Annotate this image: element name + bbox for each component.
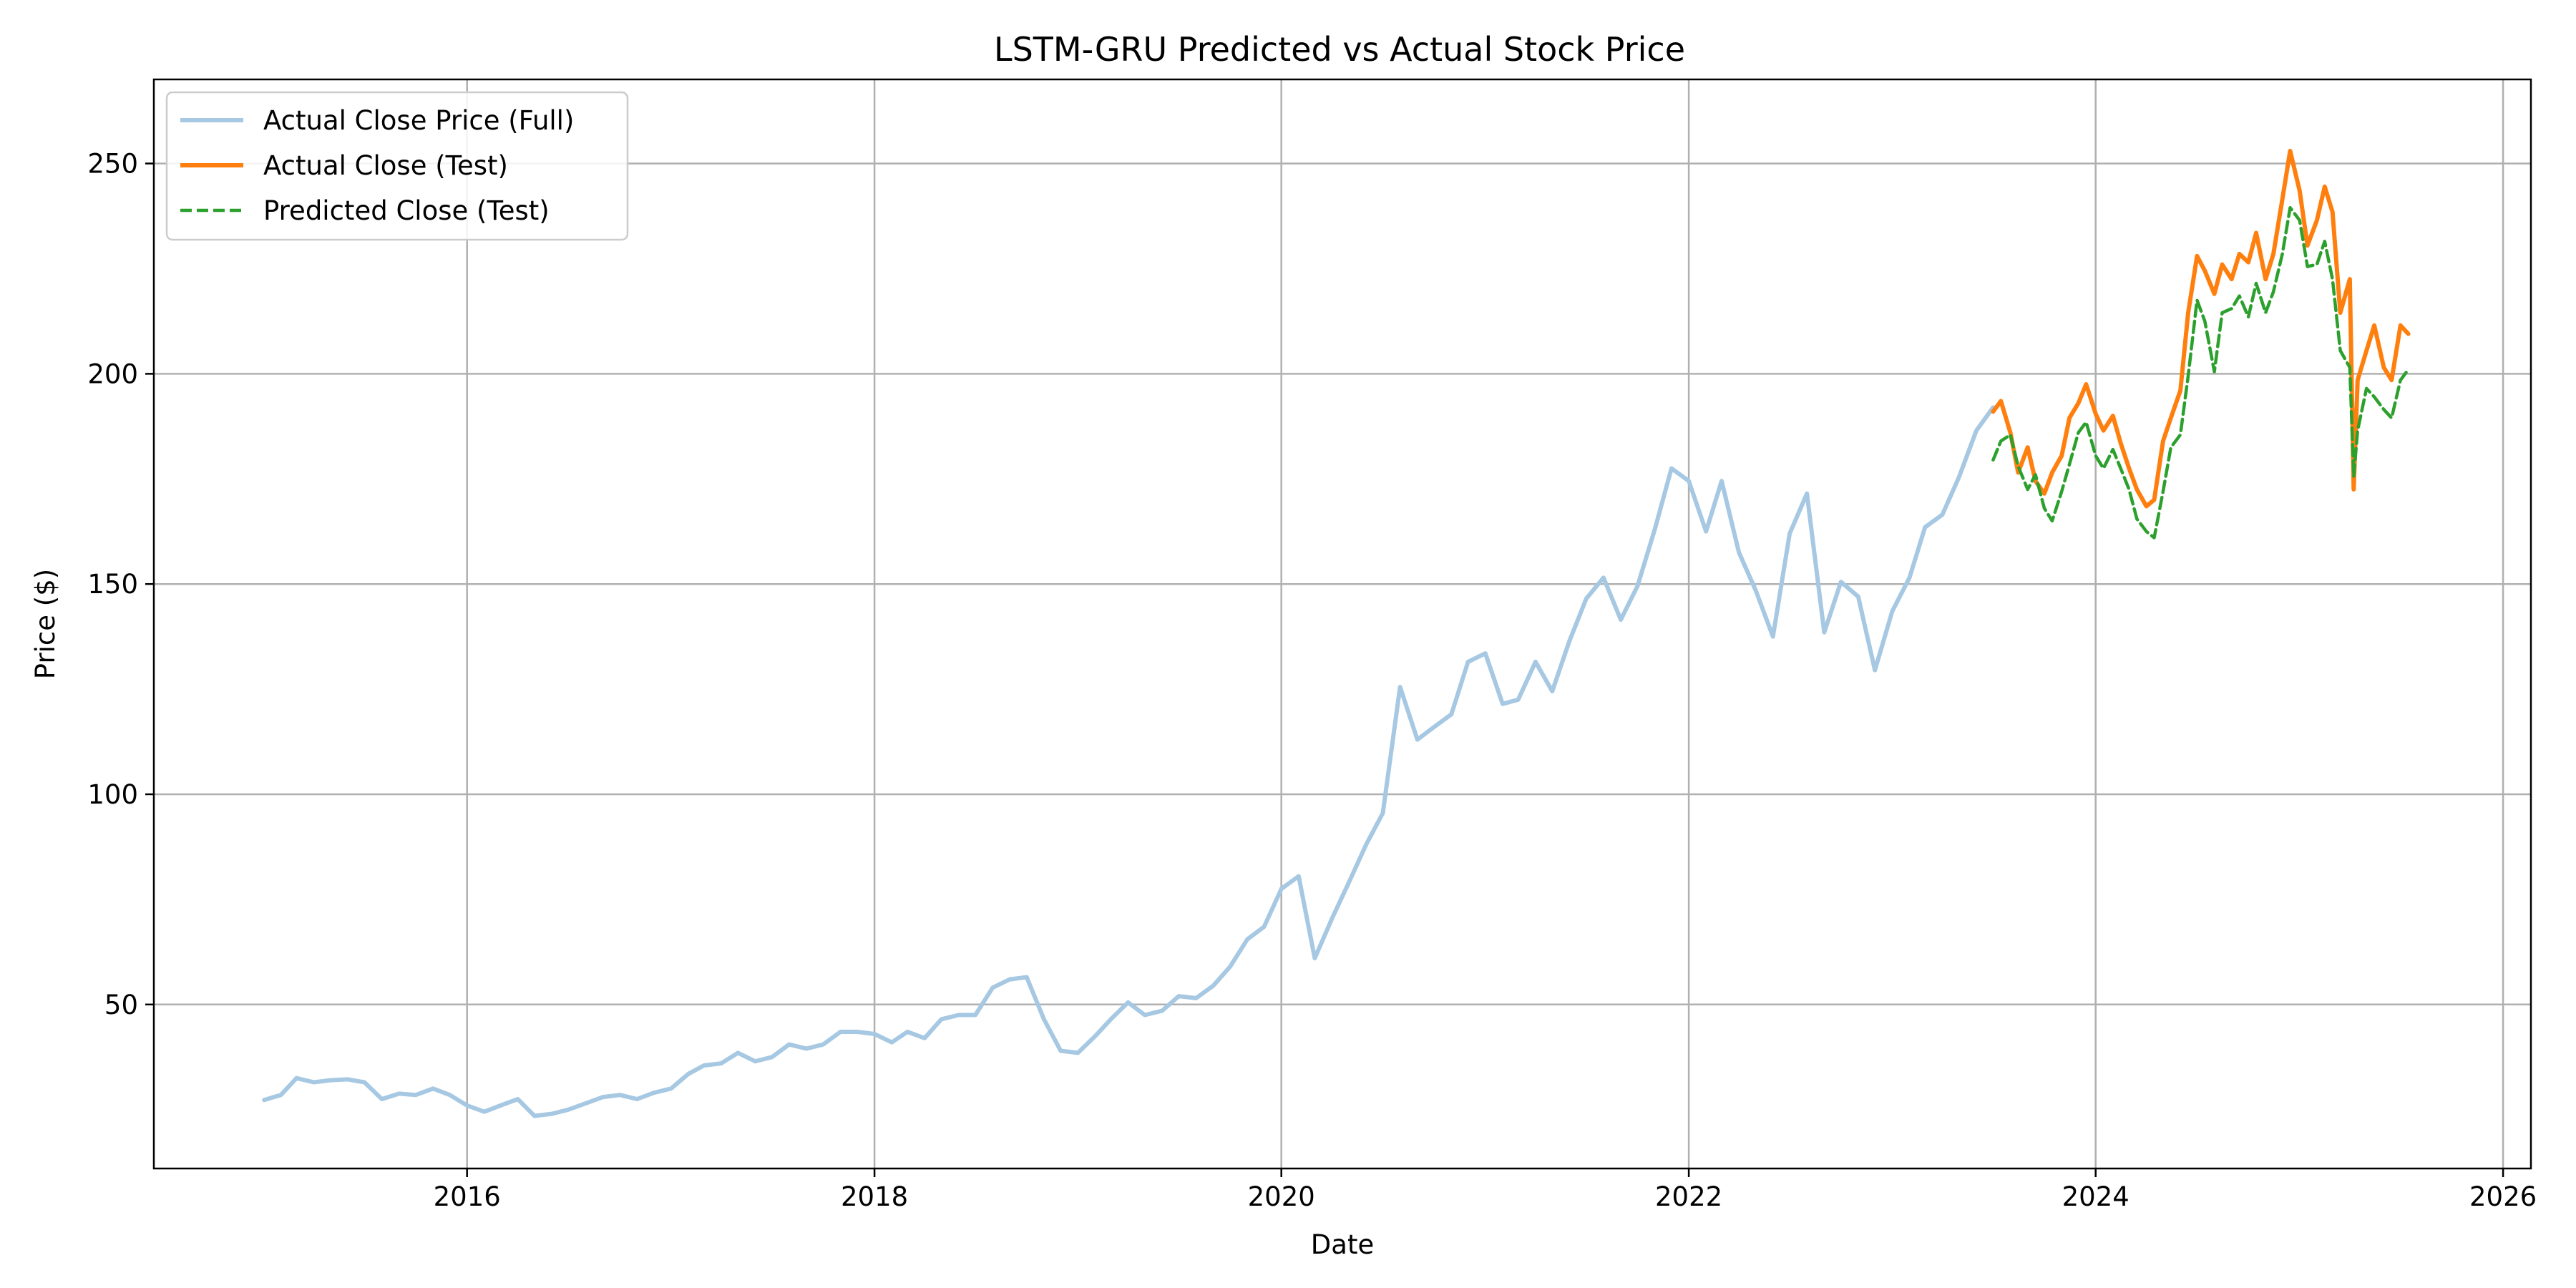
y-tick-label: 200	[87, 358, 138, 389]
x-tick-label: 2018	[841, 1181, 908, 1212]
legend-box	[165, 91, 629, 241]
x-tick-label: 2024	[2062, 1181, 2129, 1212]
y-tick-label: 50	[104, 990, 138, 1020]
x-tick-label: 2016	[434, 1181, 501, 1212]
y-tick-label: 250	[87, 149, 138, 180]
x-axis-ticks: 2016 2018 2020 2022 2024 2026	[434, 1169, 2537, 1212]
legend-label-actual-full: Actual Close Price (Full)	[263, 105, 574, 136]
x-tick-label: 2020	[1248, 1181, 1315, 1212]
series-line-actual-test	[1991, 148, 2411, 509]
y-tick-label: 100	[87, 779, 138, 810]
series-line-predicted-test	[1991, 205, 2410, 540]
y-tick-label: 150	[87, 569, 138, 600]
series-layer	[262, 148, 2411, 1118]
x-tick-label: 2022	[1655, 1181, 1722, 1212]
x-axis-label: Date	[1311, 1229, 1374, 1260]
y-axis-label: Price ($)	[30, 569, 61, 679]
legend-label-predicted-test: Predicted Close (Test)	[263, 195, 550, 226]
x-tick-label: 2026	[2469, 1181, 2537, 1212]
plot-frame	[152, 78, 2532, 1170]
legend: Actual Close Price (Full) Actual Close (…	[165, 91, 629, 241]
y-axis-ticks: 50 100 150 200 250	[87, 149, 154, 1020]
grid-lines	[154, 79, 2531, 1169]
series-line-actual-full	[262, 405, 1996, 1118]
legend-label-actual-test: Actual Close (Test)	[263, 150, 508, 181]
chart-title: LSTM-GRU Predicted vs Actual Stock Price	[994, 30, 1685, 69]
